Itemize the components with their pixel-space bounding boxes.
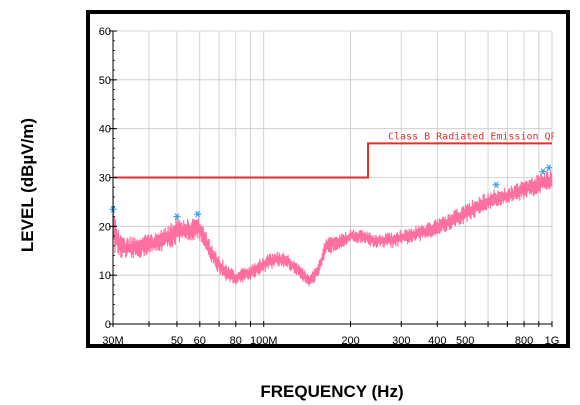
x-tick-label: 300 xyxy=(392,335,410,347)
y-axis-label: LEVEL (dBµV/m) xyxy=(18,117,37,253)
series-line xyxy=(112,171,553,287)
y-tick-label: 40 xyxy=(99,124,111,136)
x-tick-label: 50 xyxy=(171,335,183,347)
x-tick-label: 60 xyxy=(194,335,206,347)
emission-trace xyxy=(112,171,553,287)
x-tick-label: 100M xyxy=(250,335,278,347)
x-tick-label: 30M xyxy=(102,335,123,347)
peak-markers xyxy=(109,164,553,220)
peak-marker xyxy=(545,164,553,172)
peak-marker-stroke xyxy=(540,168,546,175)
peak-marker xyxy=(173,213,181,220)
peak-marker xyxy=(492,181,500,189)
x-tick-label: 500 xyxy=(456,335,474,347)
y-tick-label: 20 xyxy=(99,221,111,233)
x-axis-label: FREQUENCY (Hz) xyxy=(260,382,404,401)
x-tick-label: 200 xyxy=(341,335,359,347)
peak-marker-stroke xyxy=(546,164,552,172)
y-tick-label: 30 xyxy=(99,173,111,185)
axes: 0 10 20 30 40 50 60 30M 50 60 80 100M 200 300 400 500 80… xyxy=(99,26,560,347)
limit-line-label: Class B Radiated Emission QP_10 xyxy=(388,131,575,142)
y-tick-label: 50 xyxy=(99,75,111,87)
y-tick-label: 0 xyxy=(105,319,111,331)
limit-line xyxy=(113,142,552,179)
peak-marker-stroke xyxy=(493,181,499,189)
chart-frame xyxy=(86,10,570,348)
x-tick-label: 400 xyxy=(428,335,446,347)
peak-marker-stroke xyxy=(195,210,200,218)
peak-marker xyxy=(194,210,202,218)
peak-marker-stroke xyxy=(174,213,180,220)
x-tick-label: 800 xyxy=(515,335,533,347)
x-tick-label: 80 xyxy=(230,335,242,347)
peak-marker xyxy=(539,168,547,175)
y-tick-label: 60 xyxy=(99,26,111,38)
y-tick-label: 10 xyxy=(99,270,111,282)
limit-line-group: Class B Radiated Emission QP_10 xyxy=(113,131,575,179)
x-tick-label: 1G xyxy=(545,335,560,347)
